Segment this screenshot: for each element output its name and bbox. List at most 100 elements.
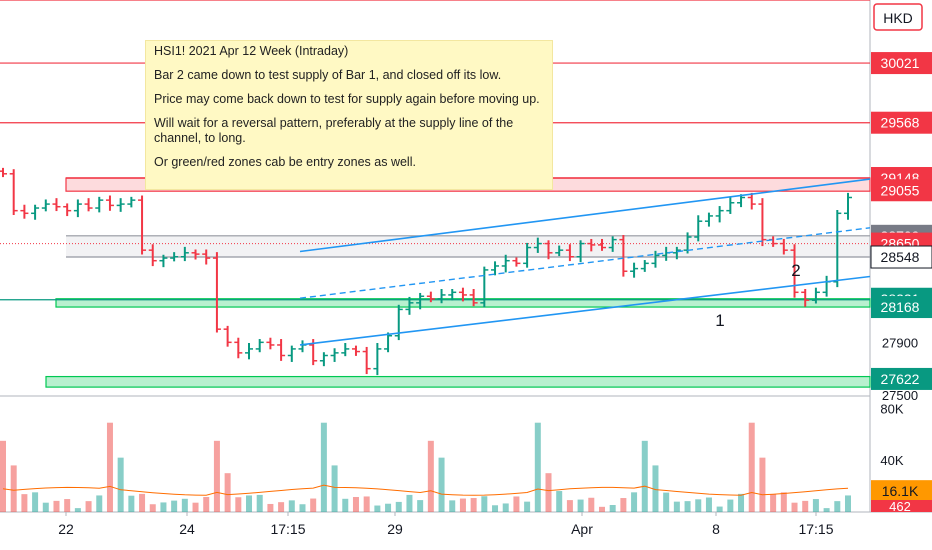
- volume-bar-29: [310, 498, 317, 512]
- volume-bar-32: [342, 498, 349, 512]
- volume-bar-62: [663, 492, 670, 512]
- volume-bar-63: [673, 501, 680, 512]
- volume-current-label: [871, 480, 932, 503]
- volume-bar-72: [770, 494, 777, 512]
- volume-bar-28: [299, 504, 306, 512]
- volume-bar-73: [780, 492, 787, 512]
- price-tick-1: 27900: [882, 335, 918, 350]
- volume-bar-8: [85, 501, 92, 512]
- volume-bar-34: [363, 496, 370, 512]
- volume-bar-45: [481, 496, 488, 512]
- volume-current-text: 16.1K: [882, 483, 919, 499]
- volume-bar-24: [256, 494, 263, 512]
- volume-bar-13: [139, 493, 146, 512]
- price-label-30021: [871, 52, 932, 75]
- volume-bar-52: [556, 491, 563, 512]
- volume-bar-49: [524, 501, 531, 512]
- volume-bar-77: [823, 508, 830, 512]
- bar-label-2: 2: [791, 261, 800, 280]
- volume-bar-51: [545, 473, 552, 512]
- volume-bar-9: [96, 495, 103, 512]
- volume-bar-19: [203, 496, 210, 512]
- note-line-4: Or green/red zones cab be entry zones as…: [154, 155, 416, 169]
- bar-label-1: 1: [715, 311, 724, 330]
- volume-bar-78: [834, 501, 841, 512]
- volume-bar-26: [278, 502, 285, 512]
- volume-bar-5: [53, 500, 60, 512]
- note-line-3: Will wait for a reversal pattern, prefer…: [154, 116, 514, 145]
- volume-partial-text: 462: [889, 499, 911, 514]
- channel-lower-line: [299, 275, 871, 346]
- volume-bar-46: [492, 505, 499, 512]
- currency-label: HKD: [883, 10, 913, 26]
- volume-bar-12: [128, 495, 135, 512]
- volume-bar-39: [417, 500, 424, 512]
- volume-bar-76: [812, 499, 819, 512]
- volume-bar-47: [502, 503, 509, 512]
- volume-tick-0: 80K: [880, 401, 903, 416]
- volume-bar-67: [716, 506, 723, 512]
- note-title: HSI1! 2021 Apr 12 Week (Intraday): [154, 44, 349, 58]
- volume-bar-1: [10, 465, 17, 512]
- volume-bar-35: [374, 505, 381, 512]
- currency-badge: [873, 3, 923, 31]
- note-line-2: Price may come back down to test for sup…: [154, 92, 540, 106]
- volume-bars: [0, 422, 851, 512]
- volume-bar-20: [213, 440, 220, 512]
- volume-bar-66: [705, 497, 712, 512]
- price-label-29568: [871, 111, 932, 134]
- time-label-4: Apr: [571, 521, 593, 537]
- volume-partial-label: [871, 500, 932, 512]
- volume-bar-40: [427, 440, 434, 512]
- channel-upper-line: [299, 178, 871, 253]
- volume-bar-2: [21, 494, 28, 512]
- volume-bar-38: [406, 494, 413, 512]
- volume-bar-48: [513, 496, 520, 512]
- volume-bar-55: [588, 497, 595, 512]
- volume-bar-61: [652, 465, 659, 512]
- gray-band: [66, 235, 870, 258]
- price-label-text-27622: 27622: [881, 371, 920, 387]
- volume-bar-37: [395, 501, 402, 512]
- time-label-5: 8: [712, 521, 720, 537]
- volume-bar-33: [352, 496, 359, 512]
- time-label-1: 24: [179, 521, 195, 537]
- text-note[interactable]: HSI1! 2021 Apr 12 Week (Intraday) Bar 2 …: [145, 40, 553, 190]
- volume-bar-57: [609, 505, 616, 512]
- volume-bar-53: [566, 500, 573, 512]
- volume-bar-75: [802, 500, 809, 512]
- volume-bar-21: [224, 473, 231, 512]
- volume-bar-56: [598, 506, 605, 512]
- price-label-28168: [871, 296, 932, 319]
- price-label-28548: [870, 245, 932, 269]
- volume-bar-42: [449, 500, 456, 512]
- volume-bar-15: [160, 502, 167, 512]
- volume-bar-69: [738, 493, 745, 512]
- volume-bar-70: [748, 422, 755, 512]
- volume-bar-65: [695, 499, 702, 512]
- price-bars: [0, 167, 852, 376]
- price-label-text-28548: 28548: [881, 249, 920, 265]
- volume-bar-25: [267, 503, 274, 512]
- volume-bar-71: [759, 457, 766, 512]
- price-label-text-29055: 29055: [881, 182, 920, 198]
- volume-bar-54: [577, 499, 584, 512]
- volume-bar-41: [438, 457, 445, 512]
- volume-bar-6: [64, 499, 71, 512]
- price-label-29055: [871, 179, 932, 202]
- volume-moving-average: [2, 484, 849, 496]
- volume-bar-14: [149, 504, 156, 512]
- price-label-27622: [871, 367, 932, 390]
- volume-bar-36: [385, 503, 392, 512]
- volume-bar-64: [684, 501, 691, 512]
- volume-bar-43: [459, 498, 466, 512]
- volume-bar-31: [331, 465, 338, 512]
- volume-bar-27: [288, 500, 295, 512]
- volume-tick-1: 40K: [880, 453, 903, 468]
- volume-bar-7: [74, 508, 81, 512]
- volume-bar-68: [727, 499, 734, 512]
- volume-bar-22: [235, 497, 242, 512]
- price-label-text-30021: 30021: [881, 55, 920, 71]
- time-label-2: 17:15: [270, 521, 305, 537]
- volume-bar-50: [534, 422, 541, 512]
